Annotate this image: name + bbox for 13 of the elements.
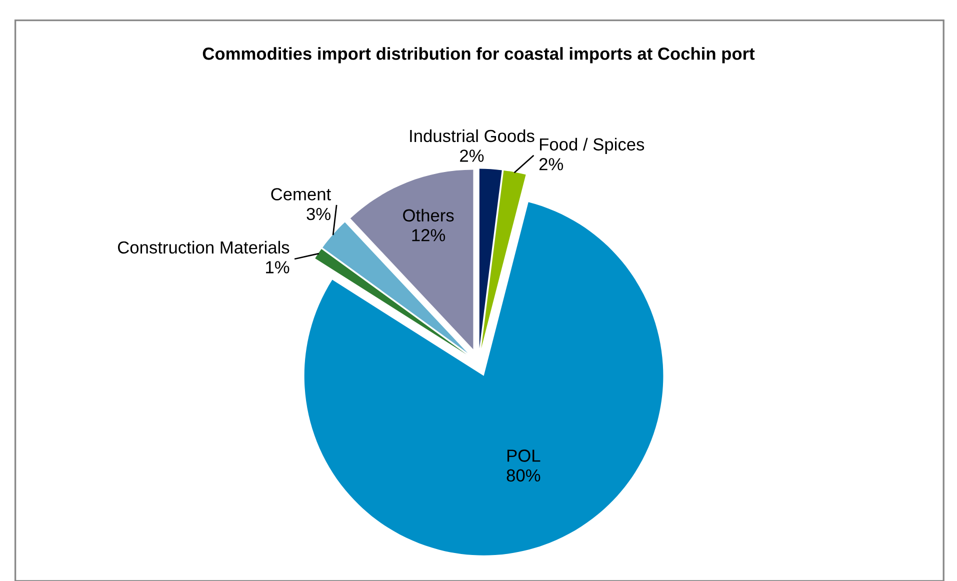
- slice-label: Cement: [271, 188, 331, 200]
- chart-title: Commodities import distribution for coastal imports at Cochin port: [202, 47, 755, 64]
- slice-label: Food / Spices: [540, 138, 644, 154]
- slice-label: Industrial Goods: [410, 129, 534, 142]
- slice-label: POL: [507, 450, 540, 462]
- data-label: 80%: [506, 469, 540, 482]
- data-label: 2%: [539, 158, 564, 170]
- slice-label: Construction Materials: [118, 240, 290, 254]
- data-label: 3%: [306, 208, 330, 220]
- slice-label: Others: [403, 208, 454, 222]
- data-label: 12%: [412, 229, 446, 242]
- data-label: 1%: [266, 261, 290, 274]
- data-label: 2%: [460, 150, 484, 162]
